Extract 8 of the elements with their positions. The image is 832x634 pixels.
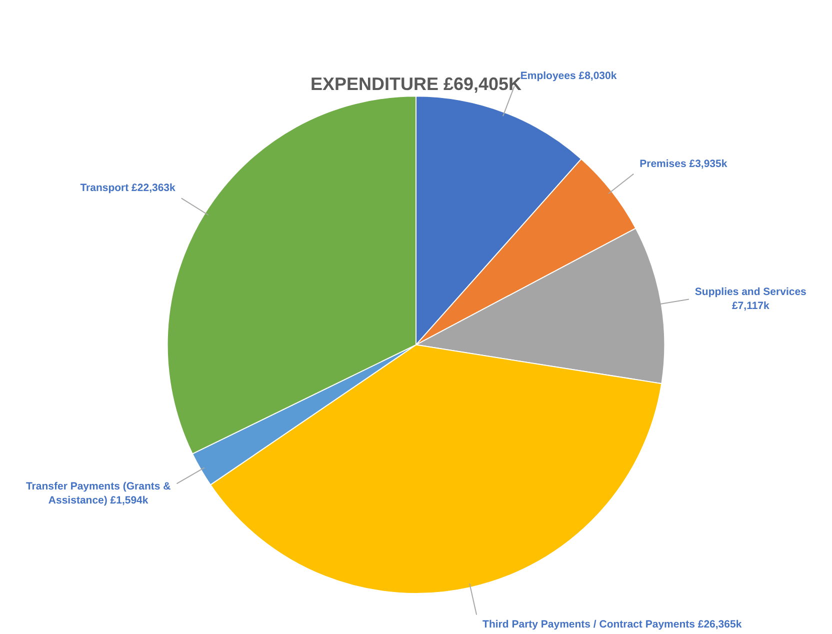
slice-label: Third Party Payments / Contract Payments £26,365k [482,618,742,631]
chart-title: EXPENDITURE £69,405K [310,74,522,94]
slice-label: Transfer Payments (Grants & Assistance) £1,594k [26,480,172,507]
slice-label: Premises £3,935k [640,158,728,170]
slice-label: Transport £22,363k [80,182,176,194]
slice-label: Supplies and Services [694,286,807,298]
slice-label: Employees £8,030k [520,70,617,82]
data-label: £7,117k [732,300,770,312]
